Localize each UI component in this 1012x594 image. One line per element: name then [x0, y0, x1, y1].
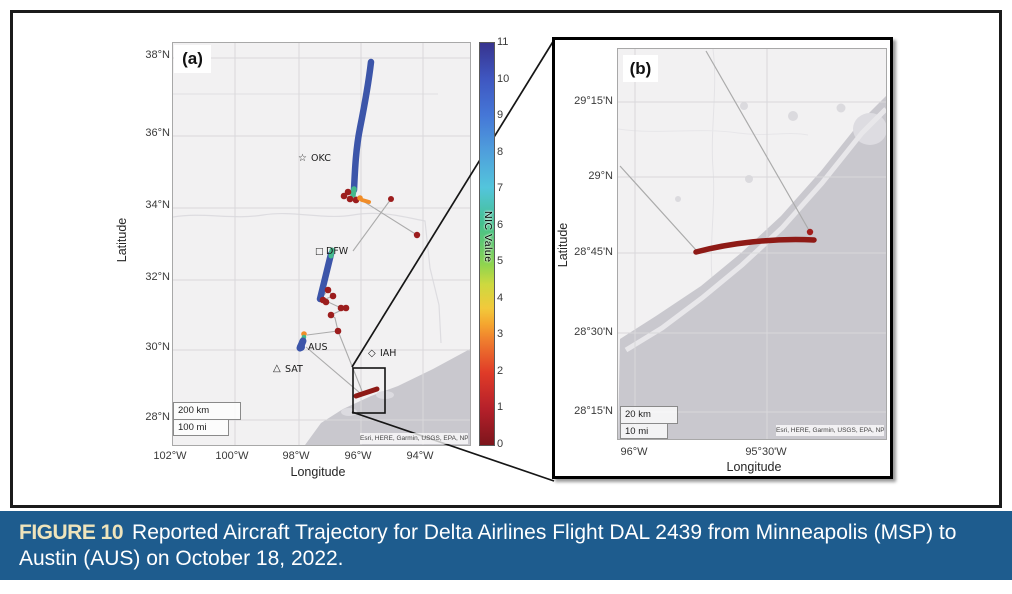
panel-b-map-canvas	[618, 49, 886, 439]
aus-blob-blue	[297, 343, 305, 351]
panel-a-xtick: 102°W	[153, 450, 187, 462]
track-tip-nic7	[328, 247, 335, 259]
gulf-water	[618, 96, 886, 439]
colorbar-tick: 0	[497, 438, 504, 450]
sat-triangle-icon: △	[273, 363, 281, 374]
panel-a-xlabel: Longitude	[290, 465, 346, 479]
panel-a-ylabel: Latitude	[115, 217, 129, 263]
panel-a-xtick: 100°W	[215, 450, 249, 462]
iah-label: IAH	[380, 348, 396, 359]
sat-label: SAT	[285, 364, 303, 375]
dfw-label: DFW	[326, 246, 349, 257]
panel-a-xtick: 98°W	[282, 450, 310, 462]
track-dfw-segment-nic11	[316, 250, 335, 303]
county-line	[618, 128, 809, 136]
panel-b-scalebar-mi: 10 mi	[620, 423, 668, 439]
colorbar-tick: 3	[497, 328, 504, 340]
panel-b-ytick: 28°45'N	[574, 246, 613, 258]
panel-a-tag: (a)	[174, 45, 211, 73]
lakes	[675, 102, 846, 202]
colorbar-tick: 8	[497, 146, 504, 158]
track-endpoint-dot	[806, 228, 814, 236]
panel-b-scalebar-km: 20 km	[620, 406, 678, 424]
colorbar-tick: 7	[497, 182, 504, 194]
caption-bar: FIGURE 10 Reported Aircraft Trajectory fo…	[0, 511, 1012, 580]
panel-a-xtick: 96°W	[344, 450, 372, 462]
panel-a-ytick: 28°N	[145, 411, 170, 423]
state-border-line	[173, 212, 442, 344]
figure-caption-text: Reported Aircraft Trajectory for Delta A…	[19, 521, 957, 570]
nic-colorbar-label: NIC Value	[482, 211, 494, 263]
barrier-island	[624, 107, 886, 353]
river-line	[710, 49, 716, 290]
track-tip-nic7	[350, 186, 357, 198]
colorbar-tick: 5	[497, 255, 504, 267]
panel-a-xtick: 94°W	[406, 450, 434, 462]
aus-label: AUS	[308, 342, 327, 353]
panel-a-scalebar-km: 200 km	[173, 402, 241, 420]
track-cruise-segment-nic11	[350, 58, 375, 194]
track-low-nic-dots	[319, 188, 421, 335]
panel-b-tag: (b)	[623, 55, 658, 82]
colorbar-tick: 10	[497, 73, 510, 85]
panel-a-ytick: 34°N	[145, 199, 170, 211]
colorbar-tick: 6	[497, 219, 504, 231]
colorbar-tick: 2	[497, 365, 504, 377]
iah-diamond-icon: ◇	[368, 348, 376, 359]
panel-b-ytick: 28°15'N	[574, 405, 613, 417]
coastal-bay	[341, 408, 357, 416]
okc-label: OKC	[311, 153, 331, 164]
panel-b-xlabel: Longitude	[726, 460, 782, 474]
figure-caption: FIGURE 10 Reported Aircraft Trajectory fo…	[0, 511, 1012, 572]
track-mid-nic-dash	[360, 198, 371, 204]
panel-b-ytick: 29°N	[588, 170, 613, 182]
panel-b-ytick: 29°15'N	[574, 95, 613, 107]
panel-a-attribution: Esri, HERE, Garmin, USGS, EPA, NPS	[360, 433, 468, 444]
panel-b-attribution: Esri, HERE, Garmin, USGS, EPA, NPS	[776, 425, 884, 436]
colorbar-tick: 11	[497, 36, 509, 48]
panel-b-xtick: 96°W	[620, 446, 648, 458]
airport-markers: ☆ OKC □ DFW AUS △ SAT ◇ IAH	[273, 153, 396, 375]
panel-b-xtick: 95°30'W	[745, 446, 787, 458]
panel-a-ytick: 30°N	[145, 341, 170, 353]
track-gulf-segment-nic0	[693, 236, 817, 255]
track-connector-lines	[619, 50, 811, 251]
panel-b-map	[617, 48, 887, 440]
panel-a-ytick: 36°N	[145, 127, 170, 139]
panel-b-inset-box: (b) 29°15'N 29°N 28°45'N 28°30'N 28°15'N…	[552, 37, 893, 479]
figure-frame: ☆ OKC □ DFW AUS △ SAT ◇ IAH (a) 38°N 36°…	[10, 10, 1002, 508]
panel-a-map-canvas: ☆ OKC □ DFW AUS △ SAT ◇ IAH	[173, 43, 470, 445]
dfw-square-icon: □	[315, 247, 324, 257]
panel-a-scalebar-mi: 100 mi	[173, 419, 229, 436]
okc-star-icon: ☆	[298, 153, 307, 164]
panel-b-ytick: 28°30'N	[574, 326, 613, 338]
colorbar-tick: 4	[497, 292, 504, 304]
colorbar-tick: 9	[497, 109, 504, 121]
panel-a-map: ☆ OKC □ DFW AUS △ SAT ◇ IAH	[172, 42, 471, 446]
colorbar-tick: 1	[497, 401, 504, 413]
panel-b-ylabel: Latitude	[556, 222, 570, 268]
panel-a-ytick: 38°N	[145, 49, 170, 61]
figure-caption-label: FIGURE 10	[19, 521, 124, 544]
panel-a-ytick: 32°N	[145, 271, 170, 283]
track-gulf-segment-nic0	[353, 386, 380, 399]
